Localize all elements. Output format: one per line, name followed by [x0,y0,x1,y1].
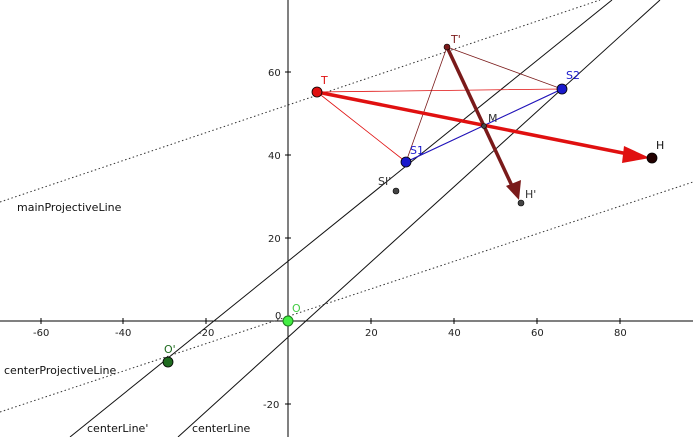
vector-tprime-hprime[interactable] [445,46,515,189]
label-S1: S1 [410,144,424,157]
point-T[interactable] [311,86,323,98]
y-tick-label: 20 [268,234,281,245]
label-center-line-prime: centerLine' [87,422,148,435]
x-tick-marks [40,318,621,324]
vector-t-h[interactable] [316,90,629,156]
y-tick-label: 40 [268,151,281,162]
label-H-prime: H' [525,188,536,201]
label-O: O [292,302,301,315]
point-M[interactable] [481,123,487,129]
point-S1-prime[interactable] [392,187,400,195]
center-line-prime[interactable] [69,0,613,437]
vector-t-h-arrowhead [622,146,650,163]
label-main-projective-line: mainProjectiveLine [17,201,122,214]
vector-tprime-hprime-arrowhead [506,180,521,200]
x-tick-label: 40 [448,328,461,339]
point-H-prime[interactable] [517,199,525,207]
x-tick-label: 0 [275,311,281,322]
x-tick-label: 60 [531,328,544,339]
y-tick-label: -20 [263,400,279,411]
label-S1-prime: SI' [378,175,391,188]
label-O-prime: O' [164,343,176,356]
triangle-tprime-s1-s2[interactable] [405,46,564,163]
center-line[interactable] [177,0,661,437]
x-tick-label: 20 [365,328,378,339]
point-S1[interactable] [400,156,412,168]
point-H[interactable] [646,152,658,164]
x-tick-label: -60 [33,328,49,339]
label-M: M [488,112,498,125]
label-T: T [320,74,328,87]
x-tick-label: -20 [198,328,214,339]
y-tick-label: 60 [268,68,281,79]
center-projective-line[interactable] [0,181,693,413]
y-tick-marks [285,71,291,405]
label-center-projective-line: centerProjectiveLine [4,364,117,377]
label-center-line: centerLine [192,422,251,435]
main-projective-line[interactable] [0,0,601,203]
point-O-prime[interactable] [162,356,174,368]
point-S2[interactable] [556,83,568,95]
label-T-prime: T' [450,33,461,46]
label-H: H [656,139,664,152]
x-tick-label: 80 [614,328,627,339]
label-S2: S2 [566,69,580,82]
x-tick-label: -40 [115,328,131,339]
point-T-prime[interactable] [443,43,451,51]
point-O[interactable] [282,315,294,327]
